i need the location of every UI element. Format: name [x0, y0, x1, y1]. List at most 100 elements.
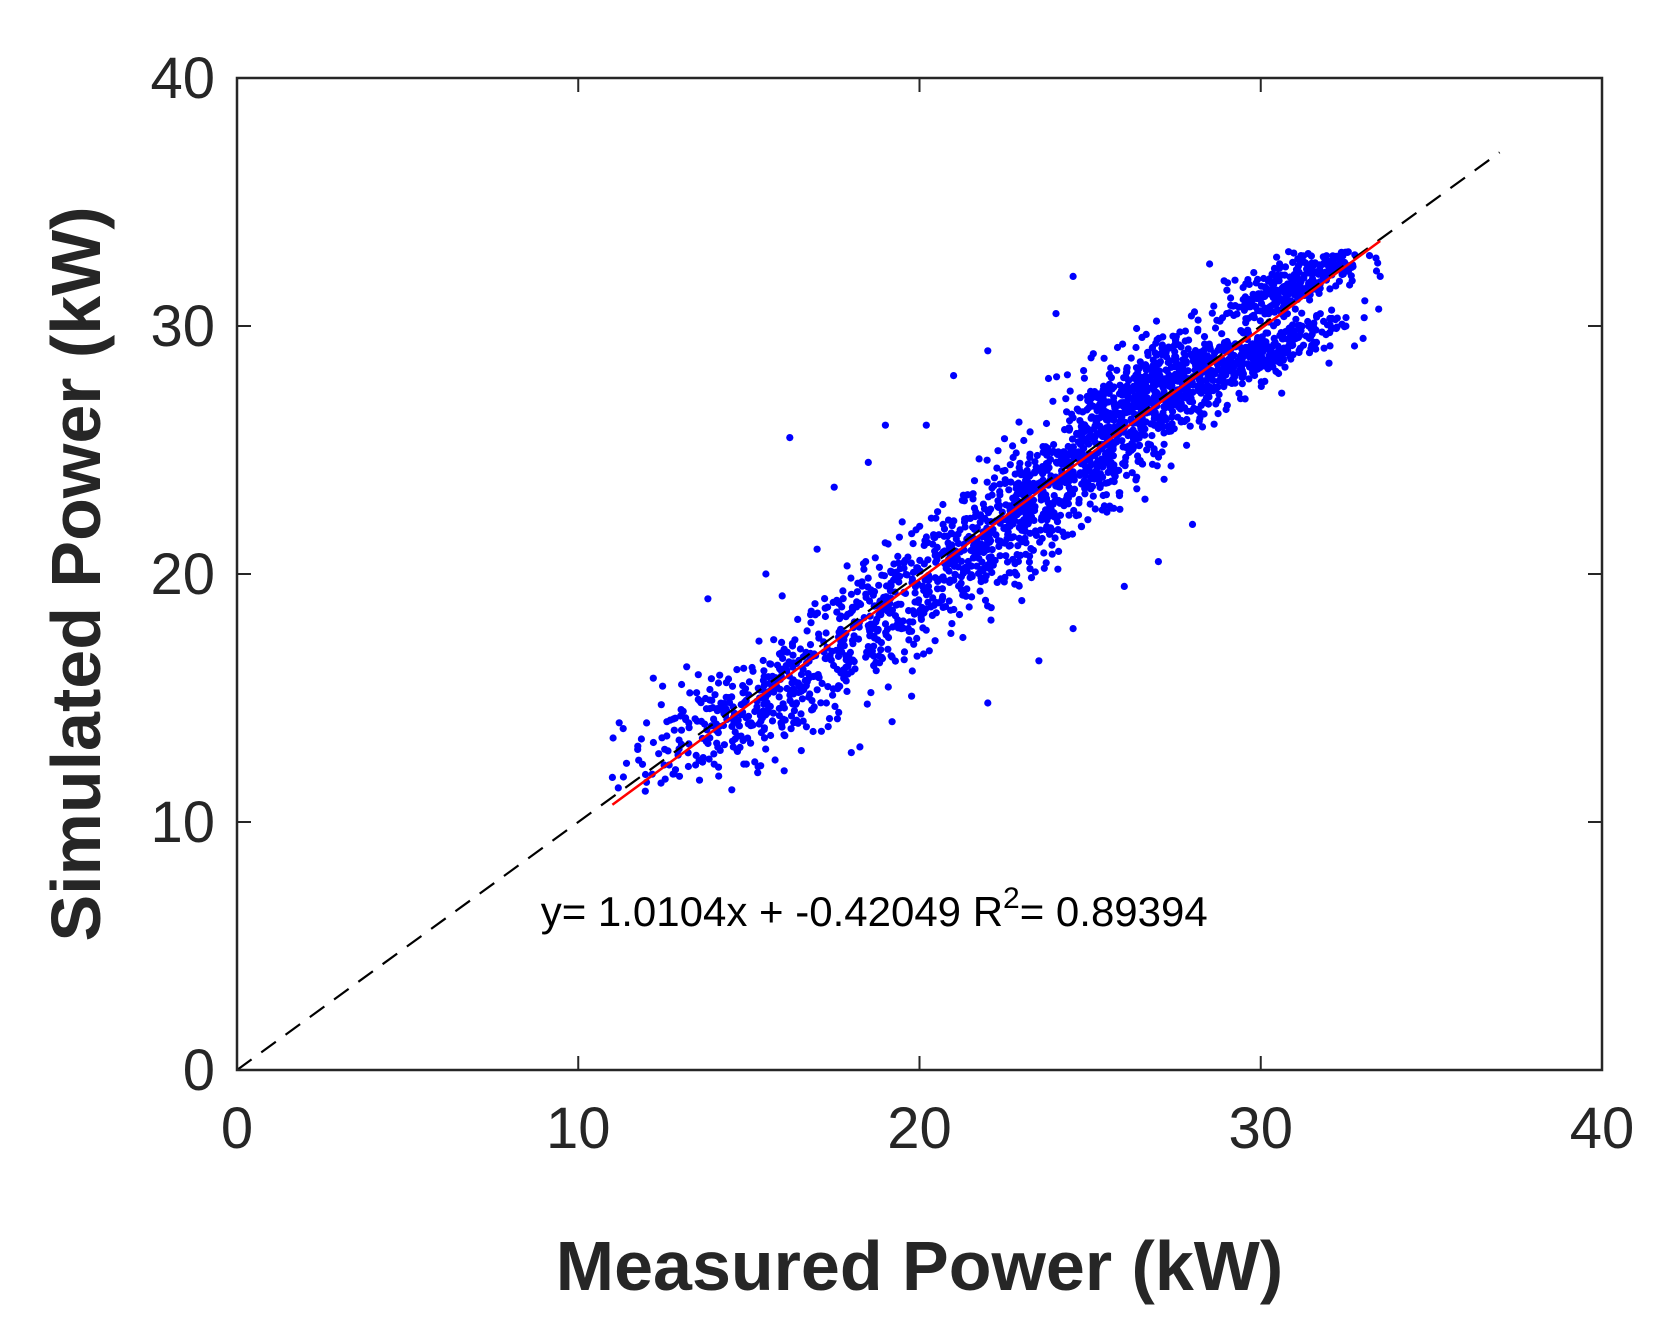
- data-point: [1117, 399, 1125, 407]
- data-point: [948, 522, 956, 530]
- data-point: [858, 582, 866, 590]
- data-point: [756, 712, 765, 720]
- data-point: [1309, 267, 1317, 275]
- data-point: [735, 722, 744, 730]
- data-point: [1218, 360, 1226, 368]
- data-point: [1133, 485, 1141, 493]
- data-point: [1099, 473, 1107, 481]
- data-point: [970, 504, 979, 512]
- data-point: [1350, 342, 1359, 350]
- data-point: [1105, 370, 1113, 378]
- data-point: [1023, 485, 1031, 493]
- data-point: [1281, 263, 1290, 271]
- data-point: [984, 347, 992, 355]
- data-point: [934, 508, 942, 516]
- data-point: [1110, 470, 1118, 478]
- data-point: [1057, 459, 1065, 467]
- data-point: [715, 772, 723, 780]
- data-point: [1042, 419, 1051, 428]
- data-point: [1080, 367, 1088, 375]
- data-point: [1087, 485, 1095, 493]
- data-point: [1016, 518, 1024, 527]
- data-point: [970, 477, 979, 485]
- data-point: [1231, 276, 1239, 284]
- data-point: [1122, 443, 1130, 451]
- data-point: [962, 592, 970, 600]
- data-point: [1049, 397, 1057, 405]
- data-point: [1073, 405, 1081, 413]
- data-point: [1031, 568, 1039, 576]
- data-point: [892, 568, 900, 576]
- data-point: [969, 495, 977, 503]
- data-point: [850, 658, 858, 666]
- data-point: [1276, 359, 1284, 367]
- data-point: [864, 458, 872, 466]
- data-point: [1065, 511, 1073, 519]
- data-point: [658, 734, 666, 742]
- data-point: [811, 672, 820, 680]
- data-point: [1192, 352, 1200, 360]
- data-point: [942, 603, 950, 611]
- data-point: [1001, 573, 1009, 582]
- data-point: [887, 582, 895, 590]
- data-point: [1201, 340, 1209, 348]
- data-point: [1347, 272, 1355, 280]
- data-point: [759, 656, 767, 665]
- data-point: [832, 646, 841, 654]
- data-point: [783, 684, 791, 693]
- data-point: [1169, 332, 1177, 340]
- data-point: [1026, 552, 1034, 560]
- data-point: [1004, 530, 1012, 539]
- data-point: [884, 683, 892, 691]
- data-point: [1148, 460, 1157, 468]
- data-point: [894, 552, 902, 561]
- data-point: [1291, 283, 1299, 291]
- data-point: [862, 593, 870, 602]
- data-point: [1086, 500, 1094, 508]
- data-point: [641, 787, 649, 795]
- data-point: [1143, 446, 1151, 454]
- data-point: [1230, 311, 1238, 319]
- data-point: [940, 532, 948, 540]
- data-point: [1374, 259, 1382, 267]
- data-point: [1142, 418, 1150, 426]
- data-point: [1011, 516, 1019, 525]
- data-point: [1040, 564, 1048, 572]
- data-point: [1225, 357, 1233, 365]
- data-point: [984, 507, 992, 515]
- data-point: [891, 612, 900, 620]
- data-point: [1257, 359, 1265, 367]
- data-point: [776, 685, 784, 693]
- data-point: [811, 611, 819, 619]
- data-point: [714, 679, 723, 687]
- data-point: [960, 564, 968, 573]
- data-point: [1089, 492, 1097, 500]
- data-point: [1291, 305, 1299, 313]
- data-point: [1359, 334, 1367, 342]
- data-point: [864, 574, 872, 582]
- data-point: [1050, 492, 1058, 500]
- data-point: [908, 627, 916, 635]
- data-point: [1184, 345, 1192, 353]
- data-point: [1290, 249, 1298, 257]
- data-point: [1320, 317, 1328, 325]
- data-point: [716, 671, 724, 679]
- data-point: [887, 568, 895, 577]
- y-tick-label: 40: [150, 46, 215, 111]
- data-point: [797, 670, 806, 679]
- data-point: [1115, 489, 1123, 497]
- data-point: [1082, 466, 1090, 474]
- data-point: [736, 743, 744, 752]
- data-point: [796, 645, 805, 653]
- data-point: [939, 500, 947, 509]
- data-point: [1224, 279, 1232, 287]
- data-point: [699, 754, 707, 762]
- data-point: [770, 636, 778, 644]
- data-point: [875, 563, 884, 571]
- data-point: [1037, 516, 1046, 524]
- data-point: [1326, 342, 1334, 350]
- axis-ticks: 0 10 20 30 40 0 10 20 30 40: [150, 46, 1634, 1161]
- data-point: [1001, 479, 1009, 488]
- data-point: [798, 687, 806, 695]
- data-point: [974, 569, 983, 578]
